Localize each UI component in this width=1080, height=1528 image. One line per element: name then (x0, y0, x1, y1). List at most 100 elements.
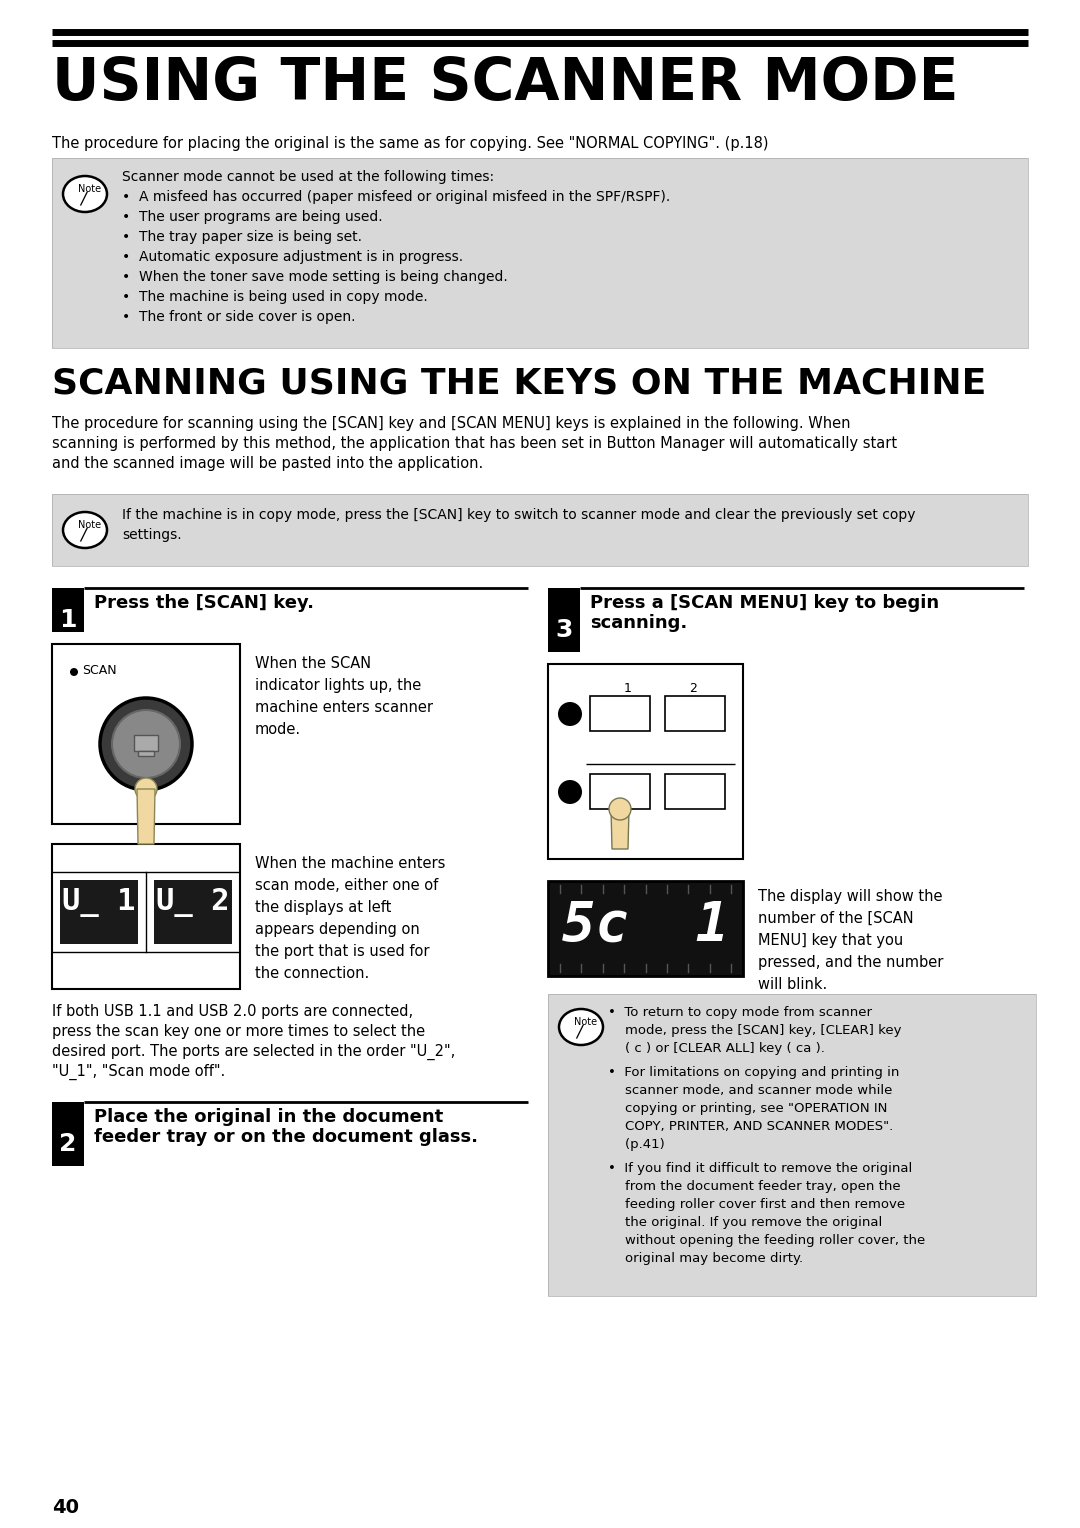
Bar (52, 588, 84, 633)
Polygon shape (611, 808, 629, 850)
Text: ∕: ∕ (80, 189, 85, 206)
Text: •  If you find it difficult to remove the original: • If you find it difficult to remove the… (608, 1161, 913, 1175)
Ellipse shape (559, 1008, 603, 1045)
Text: SCAN: SCAN (82, 665, 117, 677)
Text: from the document feeder tray, open the: from the document feeder tray, open the (608, 1180, 901, 1193)
Circle shape (558, 779, 582, 804)
Text: •  The machine is being used in copy mode.: • The machine is being used in copy mode… (122, 290, 428, 304)
Text: COPY, PRINTER, AND SCANNER MODES".: COPY, PRINTER, AND SCANNER MODES". (608, 1120, 893, 1132)
Text: Scanner mode cannot be used at the following times:: Scanner mode cannot be used at the follo… (122, 170, 495, 183)
Bar (590, 775, 650, 808)
Text: When the machine enters: When the machine enters (255, 856, 445, 871)
Circle shape (135, 778, 157, 801)
Text: •  A misfeed has occurred (paper misfeed or original misfeed in the SPF/RSPF).: • A misfeed has occurred (paper misfeed … (122, 189, 671, 205)
Text: •  Automatic exposure adjustment is in progress.: • Automatic exposure adjustment is in pr… (122, 251, 463, 264)
Bar (52, 157, 1028, 348)
Text: •  The user programs are being used.: • The user programs are being used. (122, 209, 382, 225)
Text: U_ 2: U_ 2 (157, 888, 230, 917)
Bar (548, 588, 580, 652)
Text: MENU] key that you: MENU] key that you (758, 934, 903, 947)
Text: ( c ) or [CLEAR ALL] key ( ca ).: ( c ) or [CLEAR ALL] key ( ca ). (608, 1042, 825, 1054)
Text: Note: Note (79, 183, 102, 194)
Text: feeder tray or on the document glass.: feeder tray or on the document glass. (94, 1128, 478, 1146)
Text: scan mode, either one of: scan mode, either one of (255, 879, 438, 892)
Text: Press a [SCAN MENU] key to begin: Press a [SCAN MENU] key to begin (590, 594, 940, 613)
Text: press the scan key one or more times to select the: press the scan key one or more times to … (52, 1024, 426, 1039)
Text: 1: 1 (624, 681, 632, 695)
Text: •  The tray paper size is being set.: • The tray paper size is being set. (122, 231, 362, 244)
Text: SCANNING USING THE KEYS ON THE MACHINE: SCANNING USING THE KEYS ON THE MACHINE (52, 367, 986, 400)
Text: desired port. The ports are selected in the order "U_2",: desired port. The ports are selected in … (52, 1044, 456, 1060)
Ellipse shape (63, 512, 107, 549)
Circle shape (112, 711, 180, 778)
Text: machine enters scanner: machine enters scanner (255, 700, 433, 715)
Text: indicator lights up, the: indicator lights up, the (255, 678, 421, 694)
Text: without opening the feeding roller cover, the: without opening the feeding roller cover… (608, 1235, 926, 1247)
Text: 5c  1: 5c 1 (562, 898, 728, 952)
Text: The display will show the: The display will show the (758, 889, 943, 905)
Bar (548, 882, 743, 976)
Text: •  When the toner save mode setting is being changed.: • When the toner save mode setting is be… (122, 270, 508, 284)
Polygon shape (137, 788, 156, 843)
Text: the connection.: the connection. (255, 966, 369, 981)
Text: 2: 2 (566, 784, 573, 795)
Text: ∕: ∕ (577, 1022, 582, 1041)
Text: U_ 1: U_ 1 (63, 888, 136, 917)
Text: If both USB 1.1 and USB 2.0 ports are connected,: If both USB 1.1 and USB 2.0 ports are co… (52, 1004, 414, 1019)
Text: will blink.: will blink. (758, 976, 827, 992)
Text: Note: Note (575, 1018, 597, 1027)
Text: appears depending on: appears depending on (255, 921, 420, 937)
Text: 40: 40 (52, 1497, 79, 1517)
Text: The procedure for scanning using the [SCAN] key and [SCAN MENU] keys is explaine: The procedure for scanning using the [SC… (52, 416, 851, 431)
Text: (p.41): (p.41) (608, 1138, 665, 1151)
Text: 2: 2 (59, 1132, 77, 1157)
Text: the port that is used for: the port that is used for (255, 944, 430, 960)
Text: Note: Note (79, 520, 102, 530)
Text: pressed, and the number: pressed, and the number (758, 955, 943, 970)
Text: settings.: settings. (122, 529, 181, 542)
Text: scanner mode, and scanner mode while: scanner mode, and scanner mode while (608, 1083, 892, 1097)
Bar (665, 775, 725, 808)
Text: mode.: mode. (255, 723, 301, 736)
Text: "U_1", "Scan mode off".: "U_1", "Scan mode off". (52, 1063, 226, 1080)
Text: •  For limitations on copying and printing in: • For limitations on copying and printin… (608, 1067, 900, 1079)
Circle shape (558, 701, 582, 726)
Text: feeding roller cover first and then remove: feeding roller cover first and then remo… (608, 1198, 905, 1212)
Bar (52, 494, 1028, 565)
Bar (134, 735, 158, 750)
Text: 1: 1 (566, 706, 573, 717)
Bar (52, 643, 240, 824)
Bar (52, 494, 1028, 565)
Text: If the machine is in copy mode, press the [SCAN] key to switch to scanner mode a: If the machine is in copy mode, press th… (122, 507, 916, 523)
Circle shape (100, 698, 192, 790)
Text: When the SCAN: When the SCAN (255, 656, 372, 671)
Circle shape (609, 798, 631, 821)
Text: USING THE SCANNER MODE: USING THE SCANNER MODE (52, 55, 959, 112)
Ellipse shape (63, 176, 107, 212)
Text: the original. If you remove the original: the original. If you remove the original (608, 1216, 882, 1229)
Text: •  The front or side cover is open.: • The front or side cover is open. (122, 310, 355, 324)
Bar (154, 880, 232, 944)
Text: number of the [SCAN: number of the [SCAN (758, 911, 914, 926)
Bar (60, 880, 138, 944)
Bar (52, 843, 240, 989)
Bar (548, 665, 743, 859)
Text: The procedure for placing the original is the same as for copying. See "NORMAL C: The procedure for placing the original i… (52, 136, 769, 151)
Bar (52, 1102, 84, 1166)
Text: Press the [SCAN] key.: Press the [SCAN] key. (94, 594, 314, 613)
Text: the displays at left: the displays at left (255, 900, 391, 915)
Bar (548, 995, 1036, 1296)
Text: 1: 1 (59, 608, 77, 633)
Text: Place the original in the document: Place the original in the document (94, 1108, 443, 1126)
Text: copying or printing, see "OPERATION IN: copying or printing, see "OPERATION IN (608, 1102, 888, 1115)
Text: 3: 3 (555, 617, 572, 642)
Text: original may become dirty.: original may become dirty. (608, 1251, 804, 1265)
Bar (590, 695, 650, 730)
Bar (548, 995, 1036, 1296)
Text: mode, press the [SCAN] key, [CLEAR] key: mode, press the [SCAN] key, [CLEAR] key (608, 1024, 902, 1038)
Bar (52, 157, 1028, 348)
Text: scanning is performed by this method, the application that has been set in Butto: scanning is performed by this method, th… (52, 435, 897, 451)
Text: 2: 2 (689, 681, 697, 695)
Circle shape (70, 668, 78, 675)
Text: scanning.: scanning. (590, 614, 687, 633)
